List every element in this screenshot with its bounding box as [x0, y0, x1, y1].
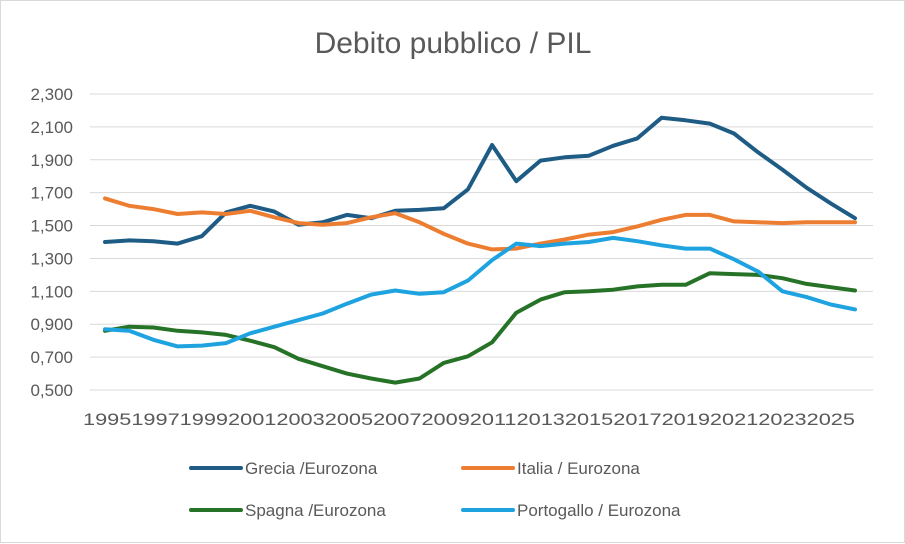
y-tick-label: 1,500: [30, 217, 73, 236]
series-lines: [103, 115, 857, 385]
x-tick-label: 2007: [373, 410, 421, 429]
legend-label: Grecia /Eurozona: [245, 459, 378, 478]
x-tick-label: 2003: [276, 410, 324, 429]
legend-label: Italia / Eurozona: [517, 459, 640, 478]
x-tick-label: 2025: [807, 410, 855, 429]
legend: Grecia /Eurozona Italia / Eurozona Spagna …: [189, 459, 681, 520]
legend-label: Portogallo / Eurozona: [517, 501, 681, 520]
series-line-3: [103, 271, 857, 385]
x-tick-label: 2001: [228, 410, 276, 429]
x-tick-label: 1999: [180, 410, 228, 429]
x-tick-label: 2021: [710, 410, 758, 429]
x-tick-label: 1997: [131, 410, 179, 429]
y-tick-label: 0,700: [30, 348, 73, 367]
y-tick-label: 1,300: [30, 249, 73, 268]
series-line-2: [103, 196, 857, 252]
y-tick-label: 2,100: [30, 118, 73, 137]
x-tick-label: 2013: [517, 410, 565, 429]
y-tick-label: 1,100: [30, 282, 73, 301]
x-tick-label: 2017: [613, 410, 661, 429]
gridlines: [90, 93, 873, 391]
y-tick-label: 0,500: [30, 381, 73, 400]
x-tick-label: 2019: [662, 410, 710, 429]
y-tick-label: 2,300: [30, 85, 73, 104]
y-axis-ticks: 0,500 0,700 0,900 1,100 1,300 1,500 1,700 1,900…: [30, 85, 73, 400]
x-tick-label: 2009: [421, 410, 469, 429]
x-tick-label: 2011: [470, 410, 517, 429]
y-tick-label: 1,900: [30, 151, 73, 170]
legend-label: Spagna /Eurozona: [245, 501, 386, 520]
x-tick-label: 2005: [325, 410, 373, 429]
y-tick-label: 1,700: [30, 184, 73, 203]
x-tick-label: 2015: [565, 410, 613, 429]
x-tick-labels: 1995 1997 1999 2001 2003 2005 2007 2009 2011 2013…: [83, 410, 855, 429]
y-tick-label: 0,900: [30, 315, 73, 334]
series-line-4: [103, 235, 857, 349]
chart-title: Debito pubblico / PIL: [315, 27, 592, 60]
x-tick-label: 1995: [83, 410, 131, 429]
series-line-1: [103, 115, 857, 246]
x-tick-label: 2023: [758, 410, 806, 429]
x-axis-ticks: 1995 1997 1999 2001 2003 2005 2007 2009 2011 2013…: [83, 410, 855, 429]
